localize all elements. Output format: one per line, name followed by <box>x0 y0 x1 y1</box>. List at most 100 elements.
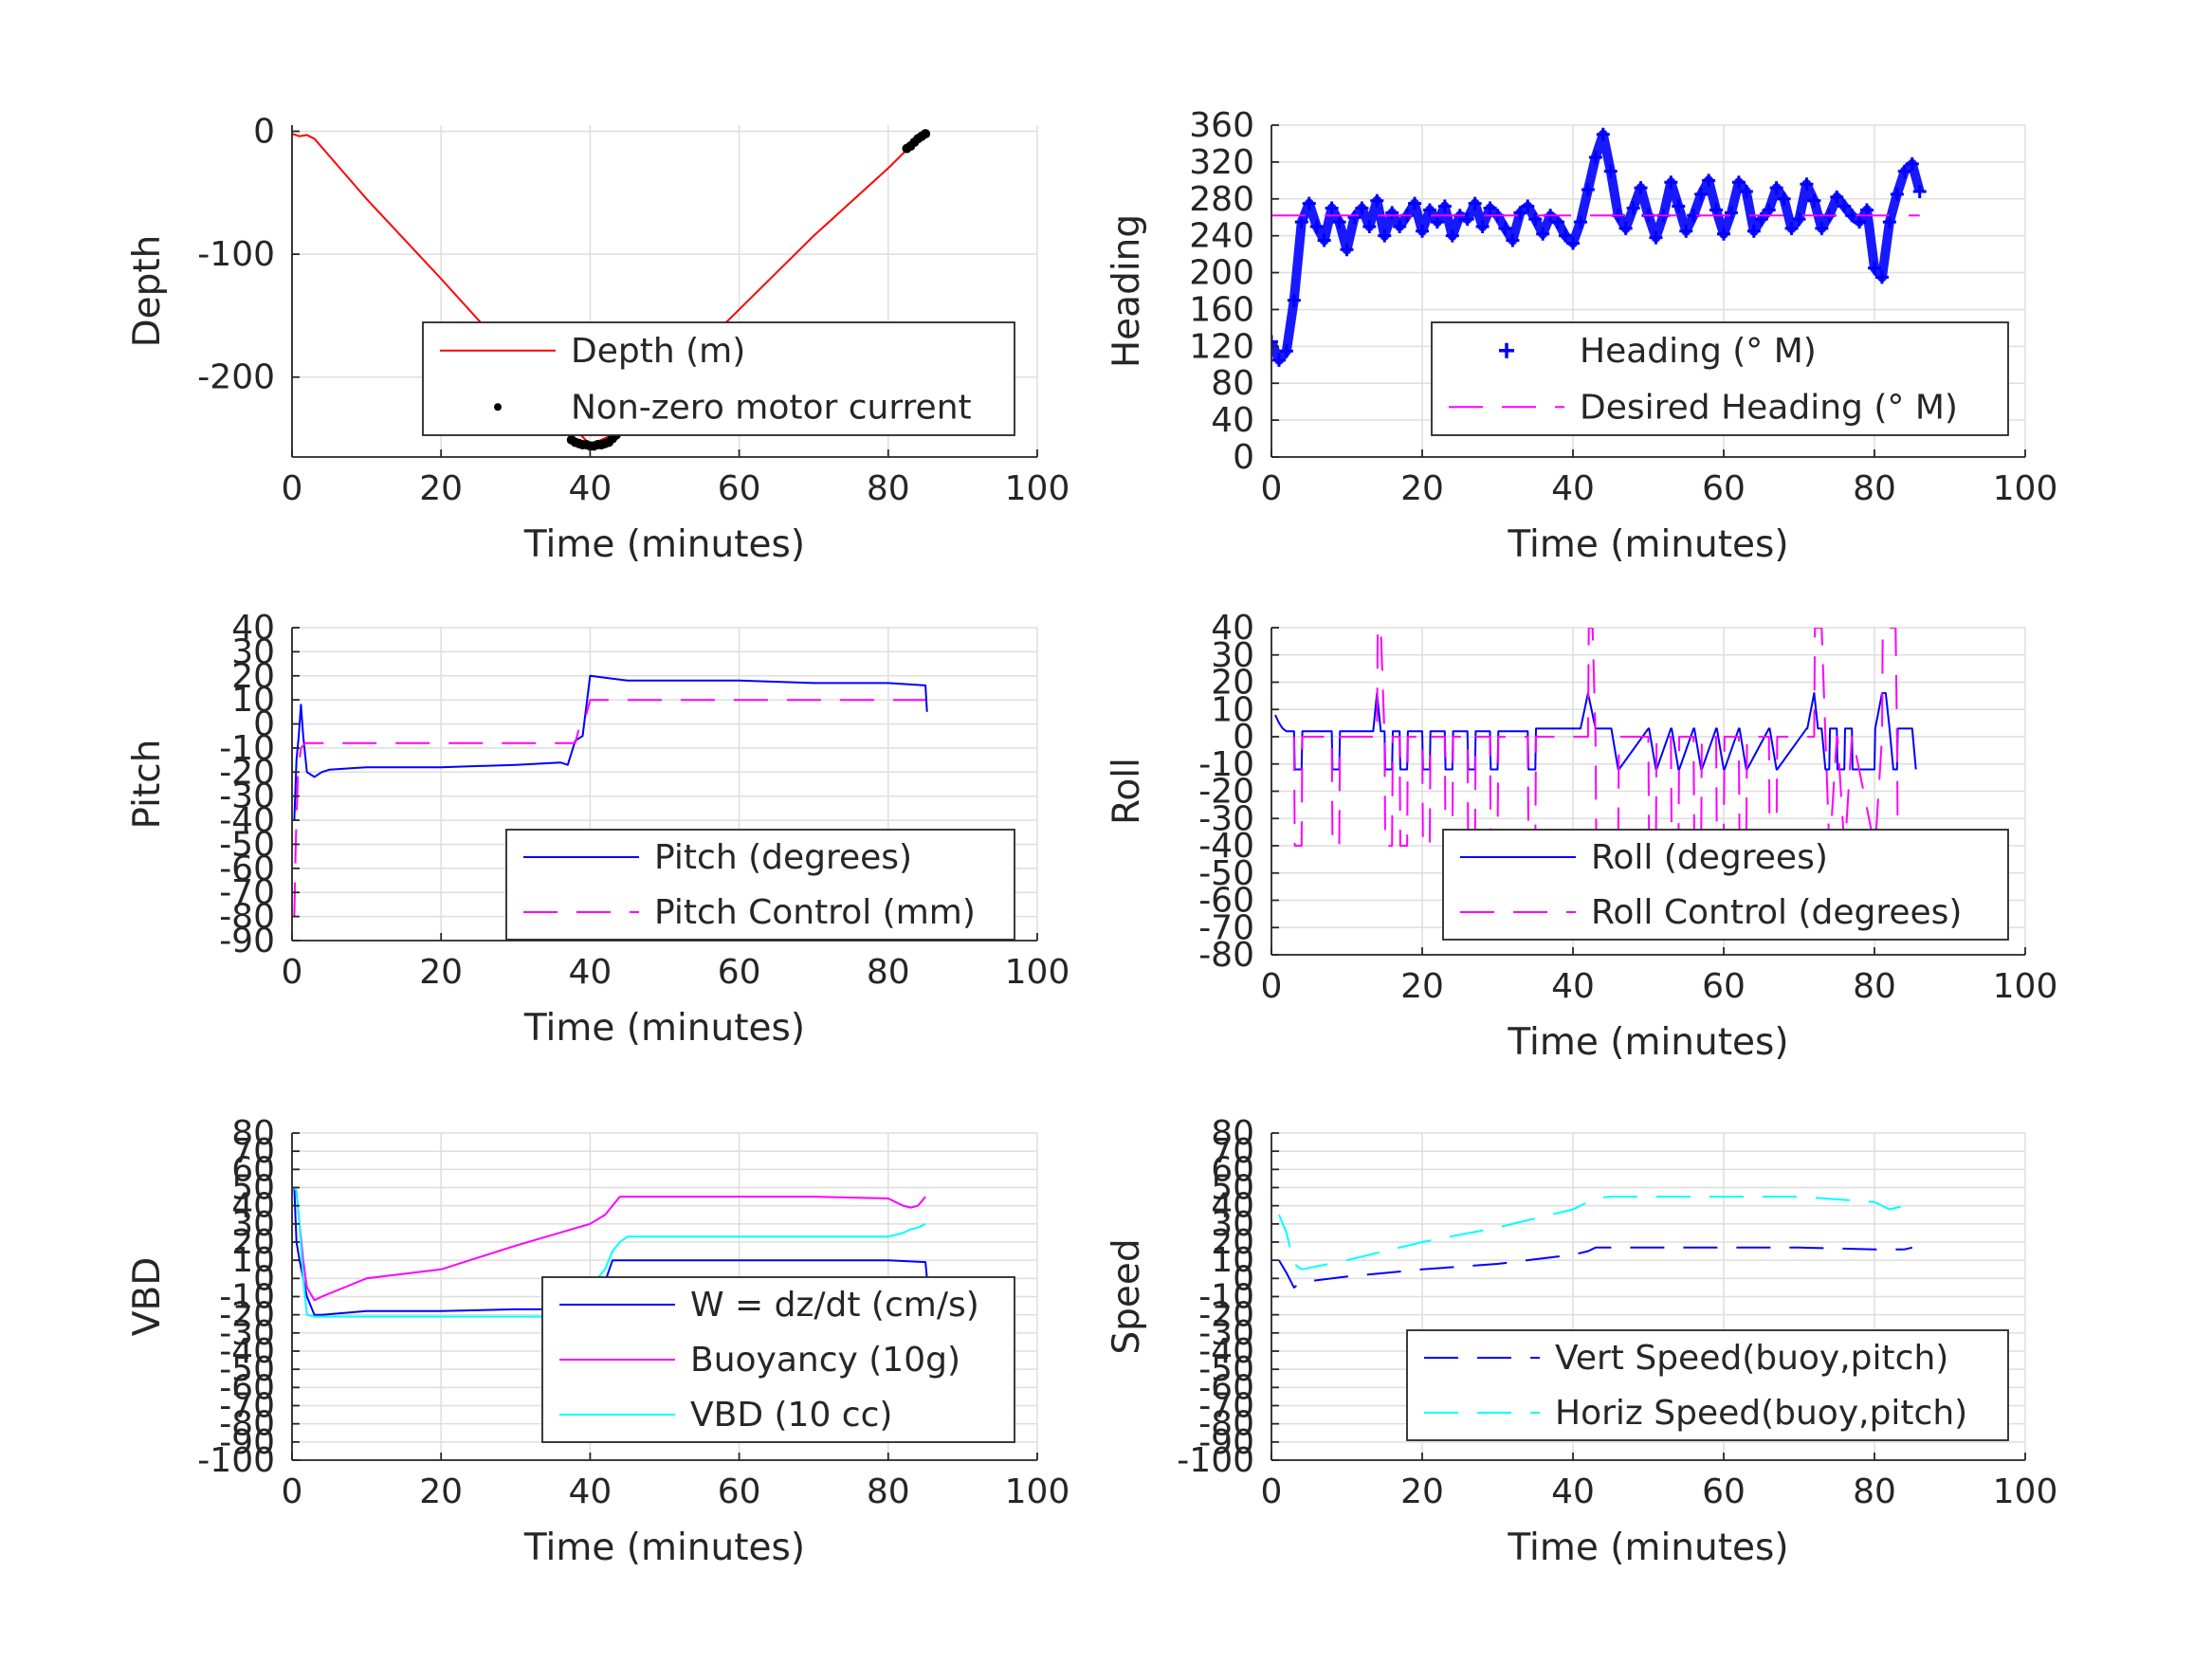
y-tick-label: 0 <box>253 705 275 744</box>
data-point <box>1559 229 1573 243</box>
y-tick-label: -30 <box>1198 799 1254 838</box>
data-point <box>1536 227 1550 241</box>
y-tick-label: -20 <box>219 1296 275 1335</box>
y-tick-label: 280 <box>1189 180 1254 219</box>
y-tick-label: 30 <box>231 1205 275 1244</box>
data-point <box>1853 215 1867 229</box>
x-tick-label: 0 <box>282 1472 303 1511</box>
series-heading-0 <box>1271 127 1927 367</box>
y-tick-label: -50 <box>219 1350 275 1389</box>
chart-roll: 0 20 40 60 80 100403020100-10-20-30-40-50-60-… <box>1106 609 2057 1064</box>
y-tick-label: -80 <box>219 898 275 937</box>
x-tick-label: 60 <box>1702 469 1746 508</box>
legend-box <box>422 321 1015 436</box>
data-point <box>921 129 931 139</box>
data-point <box>1573 215 1587 229</box>
x-axis-label: Time (minutes) <box>523 523 805 566</box>
legend-box <box>505 829 1015 941</box>
legend-label: Roll Control (degrees) <box>1591 893 1962 932</box>
y-tick-label: 240 <box>1189 217 1254 256</box>
data-point <box>1362 219 1377 233</box>
x-tick-label: 0 <box>282 469 303 508</box>
y-tick-label: 10 <box>231 681 275 720</box>
y-tick-label: -100 <box>1177 1441 1254 1480</box>
data-point <box>1483 201 1497 215</box>
series-speed-1 <box>1278 1196 1912 1271</box>
y-tick-label: -50 <box>1198 1350 1254 1389</box>
chart-speed: 0 20 40 60 80 10080706050403020100-10-20-30-4… <box>1106 1114 2057 1569</box>
x-tick-label: 80 <box>1853 967 1896 1006</box>
data-point <box>1325 201 1339 215</box>
data-point <box>1672 199 1686 213</box>
y-tick-label: 40 <box>231 1187 275 1226</box>
legend: W = dz/dt (cm/s) Buoyancy (10g) VBD (10 cc… <box>541 1276 1015 1443</box>
legend-label: W = dz/dt (cm/s) <box>690 1286 979 1325</box>
data-point <box>1874 270 1889 284</box>
y-axis-label: Speed <box>1106 1238 1148 1354</box>
data-point <box>1739 185 1753 198</box>
x-tick-label: 0 <box>1261 967 1283 1006</box>
y-axis-label: Pitch <box>126 740 169 830</box>
data-point <box>1430 215 1444 229</box>
x-tick-label: 100 <box>1993 469 2058 508</box>
data-point <box>1271 353 1286 367</box>
x-tick-label: 40 <box>568 469 612 508</box>
y-axis-label: VBD <box>126 1257 169 1336</box>
data-point <box>1905 156 1919 171</box>
y-tick-label: -20 <box>1198 773 1254 812</box>
y-tick-label: -50 <box>1198 854 1254 893</box>
x-tick-label: 20 <box>1400 469 1444 508</box>
y-tick-label: 70 <box>1211 1132 1254 1171</box>
data-point <box>1588 151 1602 165</box>
y-tick-label: -70 <box>219 1387 275 1426</box>
x-tick-label: 40 <box>1551 469 1595 508</box>
chart-heading: 0 20 40 60 80 10004080120160200240280320360Ti… <box>1106 106 2057 566</box>
data-point <box>1302 196 1316 210</box>
y-tick-label: 30 <box>1211 1205 1254 1244</box>
chart-vbd: 0 20 40 60 80 10080706050403020100-10-20-30-4… <box>126 1114 1069 1569</box>
y-tick-label: -30 <box>1198 1314 1254 1353</box>
x-tick-label: 80 <box>1853 1472 1896 1511</box>
y-tick-label: 0 <box>253 1259 275 1298</box>
legend-label: Pitch Control (mm) <box>654 893 976 932</box>
data-point <box>1837 199 1852 213</box>
series-speed-0 <box>1278 1246 1913 1289</box>
data-point <box>1897 164 1911 178</box>
x-tick-label: 40 <box>1551 1472 1595 1511</box>
y-tick-label: -80 <box>1198 936 1254 975</box>
x-tick-label: 80 <box>867 1472 910 1511</box>
legend-swatch <box>1499 342 1514 358</box>
x-tick-label: 60 <box>718 953 761 992</box>
legend-label: Heading (° M) <box>1580 332 1817 371</box>
data-point <box>1581 183 1595 197</box>
x-tick-label: 20 <box>1400 967 1444 1006</box>
data-point <box>1378 229 1392 243</box>
x-axis-label: Time (minutes) <box>523 1007 805 1050</box>
data-point <box>1717 227 1730 241</box>
plot-area <box>1271 127 1927 367</box>
data-point <box>1475 219 1490 233</box>
data-point <box>1618 221 1633 235</box>
y-tick-label: -40 <box>1198 1332 1254 1371</box>
data-point <box>1294 215 1308 229</box>
x-tick-label: 60 <box>718 469 761 508</box>
y-axis-label: Depth <box>126 235 169 348</box>
data-point <box>1649 230 1663 245</box>
x-tick-label: 40 <box>568 953 612 992</box>
y-tick-label: 160 <box>1189 290 1254 329</box>
y-tick-label: -40 <box>219 1332 275 1371</box>
data-point <box>1506 233 1520 247</box>
x-axis-label: Time (minutes) <box>523 1527 805 1569</box>
y-tick-label: -10 <box>219 729 275 768</box>
data-point <box>1408 196 1422 210</box>
legend-label: Desired Heading (° M) <box>1580 388 1958 427</box>
data-point <box>1437 199 1452 213</box>
y-tick-label: -40 <box>1198 827 1254 866</box>
y-tick-label: -60 <box>1198 882 1254 921</box>
data-point <box>1393 219 1407 233</box>
data-point <box>1762 203 1776 217</box>
data-point <box>1422 203 1436 217</box>
series-depth-1 <box>566 129 931 451</box>
